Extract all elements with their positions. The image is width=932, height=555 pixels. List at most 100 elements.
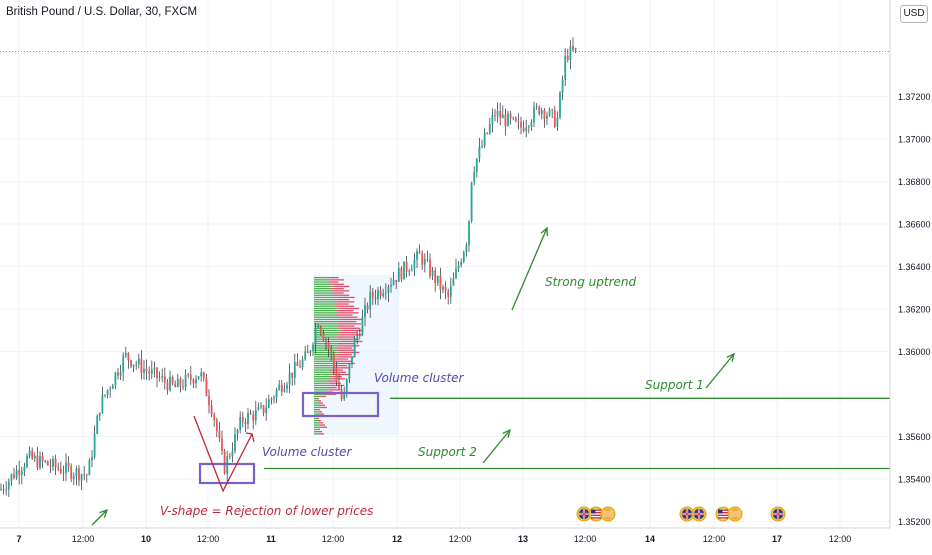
y-tick-label: 1.36000 <box>898 347 931 357</box>
candle-up <box>286 384 288 389</box>
candle-up <box>431 270 434 277</box>
candle-down <box>46 461 49 466</box>
annotation-volume-cluster-top[interactable]: Volume cluster <box>374 371 465 385</box>
candle-down <box>520 121 522 128</box>
candle-down <box>358 335 361 337</box>
candle-down <box>140 358 143 374</box>
candle-down <box>41 455 44 462</box>
candle-down <box>221 438 223 451</box>
volume-bar-down <box>318 402 323 404</box>
candle-up <box>460 261 463 266</box>
uk-flag-icon[interactable] <box>691 506 707 522</box>
volume-cluster-box-top[interactable] <box>301 391 380 418</box>
volume-bar-down <box>320 395 326 398</box>
support-2-arrow-head[interactable] <box>502 428 511 438</box>
candle-down <box>210 405 213 415</box>
candle-down <box>374 297 377 300</box>
uptrend-arrow[interactable] <box>511 227 548 311</box>
bottom-arrow[interactable] <box>91 509 108 526</box>
us-flag-icon[interactable] <box>715 506 731 522</box>
candle-up <box>408 271 411 272</box>
candle-down <box>434 270 437 283</box>
volume-bar-down <box>330 279 345 281</box>
support-levels[interactable]: 1.357801.354501.3741101:36 <box>0 43 932 476</box>
candle-up <box>548 109 551 116</box>
eu-flag-icon[interactable] <box>727 506 743 522</box>
volume-bar-down <box>317 400 321 402</box>
volume-bar-down <box>333 299 350 301</box>
eu-flag-icon[interactable] <box>600 506 616 522</box>
candle-up <box>65 462 67 473</box>
support-1-arrow-head[interactable] <box>726 352 735 362</box>
candle-up <box>93 433 96 457</box>
candle-down <box>252 414 255 421</box>
x-tick-label: 13 <box>518 534 528 544</box>
candle-down <box>494 115 496 117</box>
annotation-support-2[interactable]: Support 2 <box>418 445 477 459</box>
annotation-support-1[interactable]: Support 1 <box>645 378 704 392</box>
volume-bar-up <box>314 393 327 395</box>
candle-up <box>525 127 528 131</box>
annotation-volume-cluster-bottom[interactable]: Volume cluster <box>262 445 353 459</box>
us-flag-icon[interactable] <box>588 506 604 522</box>
candle-up <box>278 384 281 390</box>
support-1-arrow[interactable] <box>705 353 735 389</box>
candle-up <box>473 171 476 183</box>
volume-bar-up <box>314 406 322 409</box>
candle-down <box>332 353 335 368</box>
volume-bar-down <box>336 362 355 365</box>
candle-up <box>353 339 356 357</box>
grid <box>0 0 890 528</box>
volume-bar-down <box>337 316 358 318</box>
candle-down <box>78 468 80 481</box>
event-icons[interactable] <box>576 506 786 522</box>
candle-up <box>304 351 307 360</box>
candle-up <box>392 279 395 285</box>
volume-bar-up <box>314 420 318 422</box>
volume-bar-up <box>314 294 334 296</box>
support-2-arrow[interactable] <box>482 429 511 464</box>
volume-bar-down <box>339 323 361 325</box>
candle-down <box>59 468 62 473</box>
volume-bar-down <box>330 384 345 387</box>
candle-up <box>317 326 320 328</box>
candle-down <box>429 259 431 277</box>
volume-bar-up <box>314 307 339 310</box>
candle-up <box>80 474 83 481</box>
uk-flag-icon[interactable] <box>770 506 786 522</box>
volume-profile <box>313 275 399 435</box>
volume-bar-down <box>335 310 354 312</box>
candle-up <box>309 351 312 354</box>
candle-up <box>501 114 504 119</box>
volume-bar-up <box>314 382 329 384</box>
volume-bar-up <box>314 347 335 349</box>
volume-bar-up <box>314 296 337 299</box>
uk-flag-icon[interactable] <box>576 506 592 522</box>
annotation-strong-uptrend[interactable]: Strong uptrend <box>545 275 636 289</box>
y-tick-label: 1.35600 <box>898 432 931 442</box>
candle-down <box>67 462 70 467</box>
candle-up <box>91 456 93 461</box>
candle-down <box>85 474 88 476</box>
candle-down <box>335 367 338 382</box>
v-shape-lines[interactable] <box>193 415 253 493</box>
candle-down <box>13 474 15 479</box>
annotations[interactable]: Strong uptrend Support 1 Support 2 Volume c… <box>91 226 735 526</box>
candle-down <box>280 384 283 392</box>
annotation-v-shape[interactable]: V-shape = Rejection of lower prices <box>160 504 373 518</box>
candle-up <box>457 265 460 269</box>
candle-down <box>517 121 520 122</box>
candle-down <box>171 376 174 384</box>
uptrend-arrow-head[interactable] <box>540 226 549 237</box>
bottom-arrow-head[interactable] <box>99 508 109 518</box>
volume-bar-up <box>314 316 338 318</box>
v-shape-arrowhead[interactable] <box>245 432 255 443</box>
volume-bar-down <box>328 389 341 391</box>
volume-bar-down <box>337 321 357 323</box>
candle-up <box>442 286 444 290</box>
candle-down <box>213 414 216 420</box>
uk-flag-icon[interactable] <box>679 506 695 522</box>
currency-button[interactable]: USD <box>900 5 928 23</box>
